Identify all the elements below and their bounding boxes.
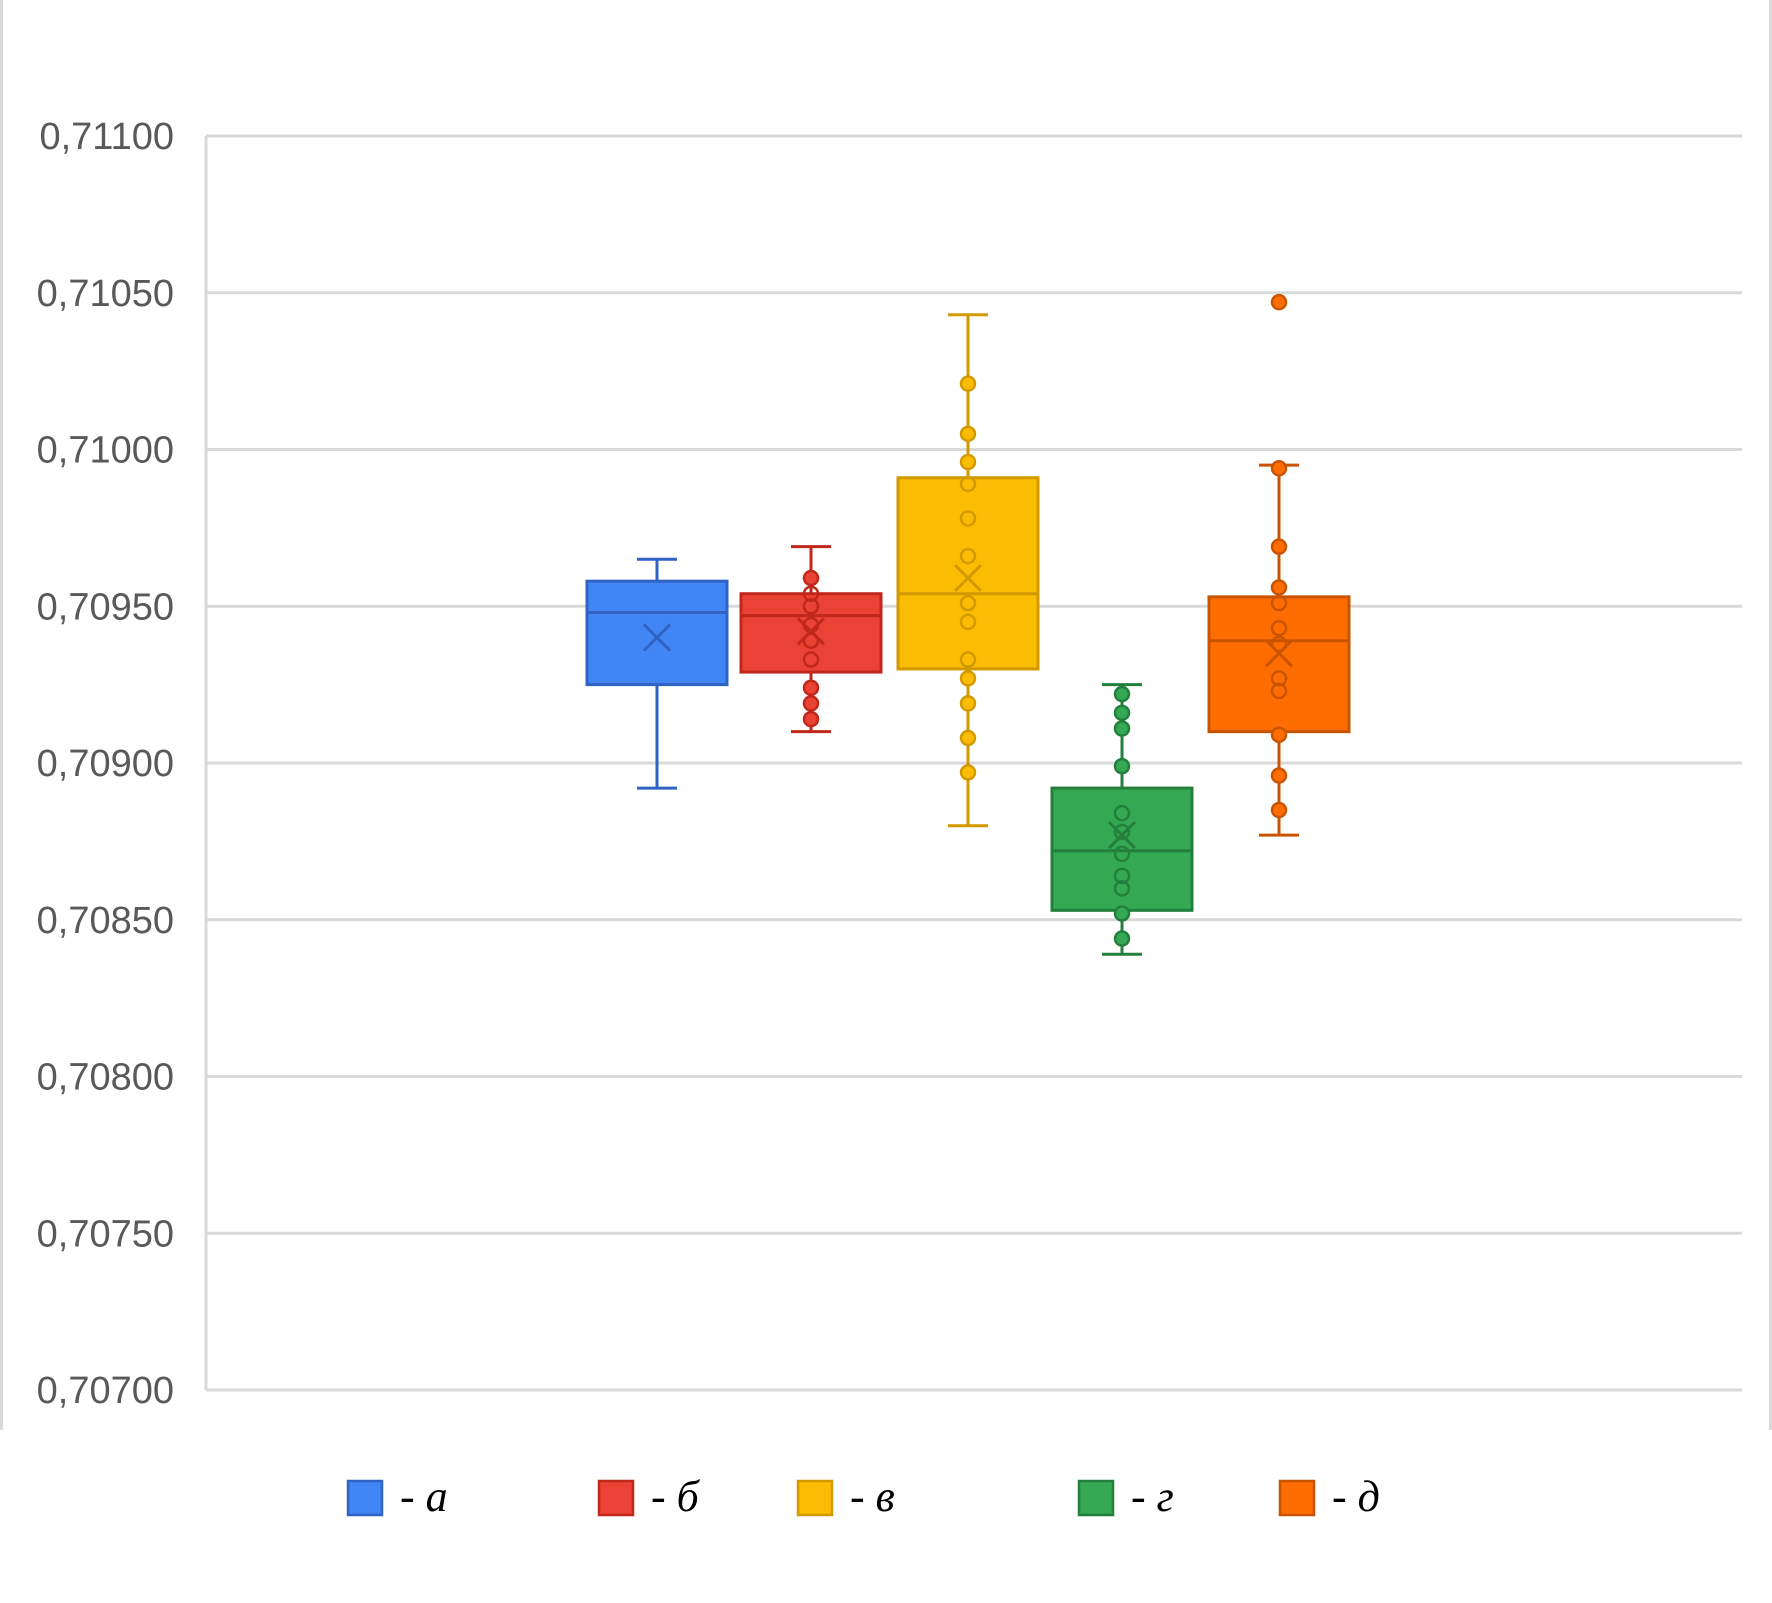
- y-tick-label: 0,71100: [39, 116, 174, 158]
- data-point: [1270, 726, 1288, 744]
- data-point: [802, 695, 820, 712]
- data-point: [959, 475, 977, 493]
- legend-swatch: [1077, 1479, 1115, 1517]
- data-point: [1270, 801, 1288, 819]
- legend-swatch: [796, 1479, 834, 1517]
- chart-frame: [0, 0, 1772, 1430]
- legend-label: - б: [651, 1472, 701, 1521]
- data-point: [1113, 823, 1131, 841]
- legend-swatch: [597, 1479, 635, 1517]
- mean-marker: [796, 617, 826, 646]
- data-point: [1113, 720, 1131, 737]
- box-5: [1207, 293, 1351, 837]
- data-point: [1113, 905, 1131, 922]
- legend-label: - д: [1332, 1472, 1380, 1521]
- data-point: [1270, 579, 1288, 596]
- data-point: [1270, 538, 1288, 555]
- y-tick-label: 0,70850: [37, 900, 174, 942]
- box-layer: [585, 293, 1351, 956]
- box-rect: [585, 579, 729, 687]
- mean-marker: [1107, 821, 1137, 850]
- y-tick-label: 0,70700: [37, 1370, 174, 1412]
- legend-item-4: - г: [1077, 1472, 1174, 1521]
- box-rect: [1207, 595, 1351, 734]
- data-point: [1113, 685, 1131, 703]
- data-point: [959, 510, 977, 527]
- data-point: [802, 569, 820, 587]
- data-point: [1270, 293, 1288, 311]
- mean-marker: [1264, 639, 1294, 668]
- data-point: [959, 594, 977, 612]
- data-point: [1270, 767, 1288, 784]
- y-tick-label: 0,70950: [37, 586, 174, 628]
- data-point: [1113, 845, 1131, 863]
- data-point: [1270, 594, 1288, 612]
- mean-marker: [953, 563, 983, 593]
- legend-label: - г: [1131, 1472, 1174, 1521]
- legend-label: - а: [400, 1472, 448, 1521]
- legend-item-2: - б: [597, 1472, 701, 1521]
- data-point: [802, 679, 820, 697]
- data-point: [1270, 635, 1288, 653]
- data-point: [959, 764, 977, 781]
- data-point: [959, 651, 977, 668]
- box-3: [896, 313, 1040, 828]
- box-4: [1050, 683, 1194, 956]
- legend-swatch: [1278, 1479, 1316, 1517]
- data-point: [959, 425, 977, 443]
- box-2: [739, 545, 883, 734]
- data-point: [1270, 670, 1288, 687]
- data-point: [802, 710, 820, 728]
- y-tick-label: 0,70900: [37, 743, 174, 785]
- data-point: [959, 547, 977, 565]
- data-point: [1113, 930, 1131, 947]
- data-point: [959, 453, 977, 471]
- data-point: [1113, 867, 1131, 885]
- box-1: [585, 557, 729, 790]
- data-point: [959, 613, 977, 631]
- box-rect: [1050, 786, 1194, 912]
- y-tick-label: 0,71000: [37, 430, 174, 472]
- box-rect: [896, 476, 1040, 671]
- legend-swatch: [346, 1479, 384, 1517]
- data-point: [802, 632, 820, 649]
- data-point: [802, 585, 820, 602]
- legend: - а- б- в- г- д: [346, 1472, 1380, 1521]
- data-point: [959, 695, 977, 712]
- data-point: [802, 651, 820, 668]
- data-point: [959, 729, 977, 747]
- y-tick-label: 0,71050: [37, 273, 174, 315]
- y-tick-label: 0,70750: [37, 1213, 174, 1255]
- legend-label: - в: [850, 1472, 895, 1521]
- data-point: [1113, 880, 1131, 897]
- data-point: [1270, 460, 1288, 477]
- grid-layer: 0,71100 0,71050 0,71000 0,70950 0,70900 0,708…: [37, 116, 1742, 1412]
- mean-marker: [642, 623, 672, 652]
- legend-item-3: - в: [796, 1472, 895, 1521]
- legend-item-1: - а: [346, 1472, 448, 1521]
- data-point: [1113, 704, 1131, 722]
- data-point: [802, 598, 820, 615]
- data-point: [1270, 682, 1288, 700]
- data-point: [1270, 619, 1288, 637]
- legend-item-5: - д: [1278, 1472, 1380, 1521]
- data-point: [1113, 804, 1131, 822]
- data-point: [959, 375, 977, 392]
- data-point: [959, 670, 977, 687]
- y-tick-label: 0,70800: [37, 1057, 174, 1099]
- data-point: [1113, 757, 1131, 775]
